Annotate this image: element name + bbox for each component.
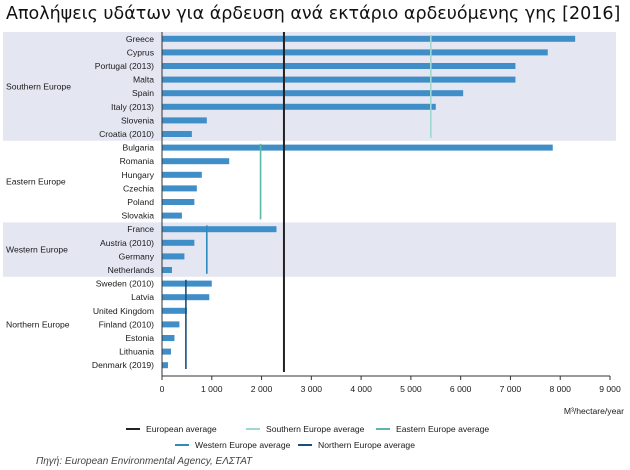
source-note: Πηγή: European Environmental Agency, ΕΛΣ…: [36, 456, 253, 467]
legend-label: Eastern Europe average: [396, 424, 489, 434]
category-label: Sweden (2010): [96, 279, 154, 289]
category-label: Finland (2010): [99, 319, 155, 329]
bar: [162, 185, 197, 192]
x-tick-label: 9 000: [599, 384, 621, 394]
category-label: Austria (2010): [100, 238, 154, 248]
group-label: Western Europe: [6, 245, 68, 255]
x-tick-label: 1 000: [201, 384, 223, 394]
group-band: [3, 222, 616, 277]
bar: [162, 226, 277, 233]
category-label: Cyprus: [127, 47, 154, 57]
category-label: Denmark (2019): [92, 360, 154, 370]
bar: [162, 362, 168, 369]
bar: [162, 35, 576, 42]
category-label: Lithuania: [119, 347, 154, 357]
category-label: Czechia: [123, 183, 154, 193]
category-label: Poland: [127, 197, 154, 207]
bar: [162, 90, 464, 97]
x-axis-label: M³/hectare/year: [564, 406, 624, 416]
x-tick-label: 0: [160, 384, 165, 394]
x-tick-label: 3 000: [301, 384, 323, 394]
bar: [162, 131, 192, 137]
bar: [162, 348, 171, 355]
bar: [162, 117, 207, 124]
legend-label: Western Europe average: [195, 440, 291, 450]
bar: [162, 267, 172, 273]
bar: [162, 171, 202, 178]
category-label: Slovakia: [122, 211, 155, 221]
category-label: Bulgaria: [122, 143, 154, 153]
group-label: Northern Europe: [6, 319, 70, 329]
bar: [162, 76, 516, 83]
category-label: Portugal (2013): [95, 61, 154, 71]
x-tick-label: 8 000: [549, 384, 571, 394]
bar: [162, 212, 182, 219]
bar: [162, 280, 212, 287]
x-tick-label: 7 000: [500, 384, 522, 394]
category-label: Germany: [119, 251, 155, 261]
bar: [162, 63, 516, 69]
bar: [162, 144, 553, 151]
chart-title: Απολήψεις υδάτων για άρδευση ανά εκτάριο…: [6, 4, 621, 24]
category-label: Netherlands: [108, 265, 154, 275]
bar: [162, 199, 195, 205]
bar: [162, 307, 187, 314]
bar: [162, 158, 230, 165]
group-band: [3, 32, 616, 141]
bar: [162, 321, 180, 328]
bar: [162, 253, 185, 260]
category-label: Italy (2013): [111, 102, 154, 112]
x-tick-label: 4 000: [350, 384, 372, 394]
bar: [162, 335, 175, 341]
x-tick-label: 2 000: [251, 384, 273, 394]
category-label: Greece: [126, 34, 154, 44]
bar: [162, 239, 195, 246]
category-label: Romania: [120, 156, 155, 166]
legend-label: European average: [146, 424, 217, 434]
legend-label: Northern Europe average: [318, 440, 415, 450]
group-label: Southern Europe: [6, 81, 71, 91]
category-label: Slovenia: [121, 115, 154, 125]
bar: [162, 103, 436, 110]
category-label: Malta: [133, 75, 154, 85]
category-label: Croatia (2010): [99, 129, 154, 139]
category-label: France: [127, 224, 154, 234]
category-label: Spain: [132, 88, 154, 98]
group-label: Eastern Europe: [6, 177, 66, 187]
x-tick-label: 5 000: [400, 384, 422, 394]
x-tick-label: 6 000: [450, 384, 472, 394]
category-label: Estonia: [125, 333, 154, 343]
category-label: United Kingdom: [93, 306, 154, 316]
legend-label: Southern Europe average: [266, 424, 365, 434]
category-label: Hungary: [122, 170, 155, 180]
bar: [162, 49, 548, 56]
category-label: Latvia: [131, 292, 154, 302]
